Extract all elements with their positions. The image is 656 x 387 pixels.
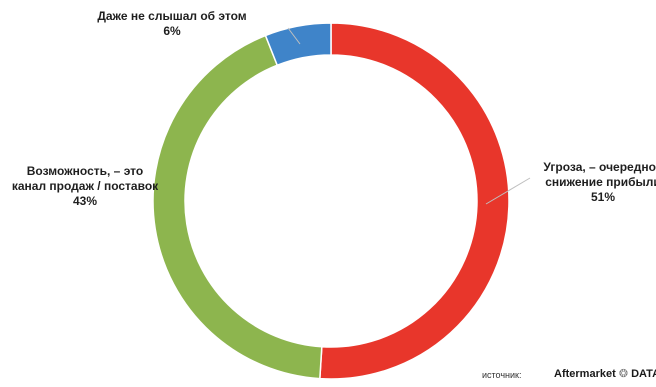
- slice-threat: [319, 22, 510, 380]
- leader-line-threat: [485, 177, 531, 205]
- source-brand: Aftermarket ❂ DATA: [554, 367, 656, 380]
- source-brand-suffix: DATA: [631, 368, 656, 380]
- brand-logo-icon: ❂: [618, 368, 629, 380]
- slice-opportunity: [152, 34, 323, 380]
- source-label: источник:: [482, 370, 522, 380]
- slice-label-opportunity: Возможность, – это канал продаж / постав…: [11, 164, 159, 208]
- slice-never-heard: [264, 22, 332, 67]
- slice-label-never-heard: Даже не слышал об этом 6%: [97, 9, 247, 38]
- source-brand-name: Aftermarket: [554, 368, 616, 380]
- leader-line-never-heard: [287, 27, 301, 45]
- slice-label-threat: Угроза, – очередное снижение прибыли 51%: [543, 160, 656, 204]
